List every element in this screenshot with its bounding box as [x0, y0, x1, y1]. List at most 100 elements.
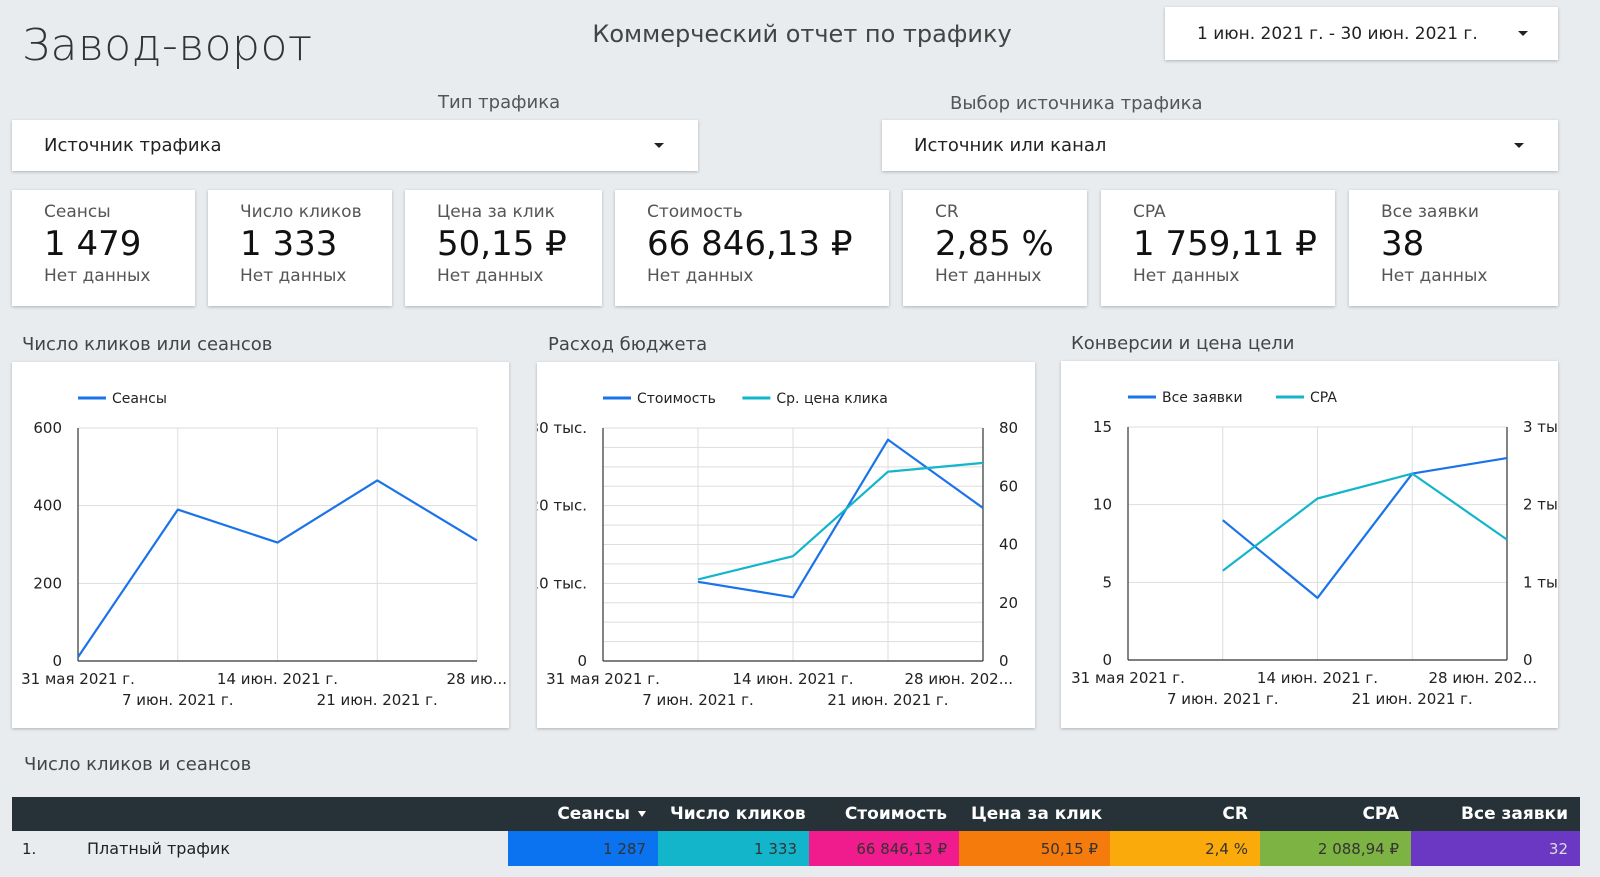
table-cell: 2,4 % — [1110, 831, 1260, 866]
series-line-1 — [1222, 457, 1508, 599]
kpi-all-leads: Все заявки 38 Нет данных — [1349, 190, 1558, 306]
y-tick-label-right: 0 — [999, 652, 1009, 670]
kpi-value: 50,15 ₽ — [437, 224, 567, 264]
kpi-comparison: Нет данных — [935, 266, 1042, 286]
report-title-text: Коммерческий отчет по трафику — [592, 20, 1012, 48]
column-header-cost[interactable]: Стоимость — [809, 797, 959, 831]
y-tick-label: 10 — [1093, 496, 1112, 514]
x-tick-label: 21 июн. 2021 г. — [1352, 690, 1473, 708]
kpi-comparison: Нет данных — [1381, 266, 1488, 286]
kpi-comparison: Нет данных — [44, 266, 151, 286]
sort-desc-icon[interactable] — [638, 811, 646, 817]
chart-title: Расход бюджета — [548, 334, 708, 355]
traffic-source-value: Источник или канал — [914, 135, 1107, 156]
kpi-label: CPA — [1133, 202, 1166, 222]
table-cell: 50,15 ₽ — [959, 831, 1110, 866]
kpi-sessions: Сеансы 1 479 Нет данных — [12, 190, 195, 306]
x-tick-label: 31 мая 2021 г. — [546, 670, 660, 688]
kpi-comparison: Нет данных — [1133, 266, 1240, 286]
kpi-cr: CR 2,85 % Нет данных — [903, 190, 1087, 306]
traffic-source-dropdown[interactable]: Источник или канал — [882, 120, 1558, 171]
kpi-label: Стоимость — [647, 202, 743, 222]
column-header-cr[interactable]: CR — [1110, 797, 1260, 831]
kpi-value: 1 479 — [44, 224, 142, 264]
kpi-label: Число кликов — [240, 202, 362, 222]
y-tick-label: 5 — [1102, 573, 1112, 591]
y-tick-label-right: 1 тыс. — [1523, 573, 1558, 591]
x-tick-label: 14 июн. 2021 г. — [732, 670, 853, 688]
date-range-value: 1 июн. 2021 г. - 30 июн. 2021 г. — [1197, 23, 1478, 44]
column-header-clicks[interactable]: Число кликов — [658, 797, 809, 831]
x-tick-label: 21 июн. 2021 г. — [827, 691, 948, 709]
date-range-picker[interactable]: 1 июн. 2021 г. - 30 июн. 2021 г. — [1165, 7, 1558, 60]
x-tick-label: 28 ию... — [446, 670, 507, 688]
column-header-dimension — [12, 797, 508, 831]
series-line-1 — [697, 438, 984, 599]
chart-clicks-sessions: 600 400 200 031 мая 2021 г. 7 июн. 2021 г. 14… — [21, 391, 507, 709]
traffic-type-dropdown[interactable]: Источник трафика — [12, 120, 698, 171]
kpi-clicks: Число кликов 1 333 Нет данных — [208, 190, 392, 306]
y-tick-label-right: 60 — [999, 477, 1018, 495]
column-header-cpa[interactable]: CPA — [1260, 797, 1411, 831]
brand-title: Завод-ворот — [22, 20, 313, 71]
data-table: Сеансы Число кликов Стоимость Цена за кл… — [12, 797, 1580, 866]
series-line-2 — [697, 461, 984, 581]
y-tick-label-right: 20 — [999, 594, 1018, 612]
column-header-all-leads[interactable]: Все заявки — [1411, 797, 1580, 831]
table-title: Число кликов и сеансов — [24, 754, 252, 775]
table-cell: 2 088,94 ₽ — [1260, 831, 1411, 866]
kpi-cost: Стоимость 66 846,13 ₽ Нет данных — [615, 190, 889, 306]
y-tick-label: 400 — [33, 497, 62, 515]
chevron-down-icon — [1514, 143, 1524, 148]
chevron-down-icon — [654, 143, 664, 148]
y-tick-label: 0 — [1102, 651, 1112, 669]
row-dimension-cell: 1. Платный трафик — [12, 831, 508, 866]
y-tick-label: 20 тыс. — [537, 497, 587, 515]
row-name: Платный трафик — [87, 839, 230, 858]
table-cell: 66 846,13 ₽ — [809, 831, 959, 866]
y-tick-label-right: 0 — [1523, 651, 1533, 669]
y-tick-label-right: 40 — [999, 536, 1018, 554]
kpi-cpa: CPA 1 759,11 ₽ Нет данных — [1101, 190, 1335, 306]
kpi-cpc: Цена за клик 50,15 ₽ Нет данных — [405, 190, 602, 306]
kpi-label: Все заявки — [1381, 202, 1479, 222]
y-tick-label: 600 — [33, 419, 62, 437]
x-tick-label: 7 июн. 2021 г. — [1167, 690, 1279, 708]
row-index: 1. — [22, 840, 37, 858]
x-tick-label: 28 июн. 202... — [904, 670, 1013, 688]
kpi-comparison: Нет данных — [437, 266, 544, 286]
kpi-value: 2,85 % — [935, 224, 1054, 264]
legend-label: Сеансы — [112, 391, 167, 407]
kpi-label: CR — [935, 202, 959, 222]
legend-label: Ср. цена клика — [776, 391, 887, 407]
table-row[interactable]: 1. Платный трафик 1 287 1 333 66 846,13 ₽50,… — [12, 831, 1580, 866]
y-tick-label-right: 80 — [999, 419, 1018, 437]
kpi-label: Сеансы — [44, 202, 111, 222]
traffic-type-value: Источник трафика — [44, 135, 222, 156]
y-tick-label: 0 — [577, 652, 587, 670]
legend-label: Все заявки — [1162, 390, 1243, 406]
column-header-cpc[interactable]: Цена за клик — [959, 797, 1110, 831]
y-tick-label: 30 тыс. — [537, 419, 587, 437]
y-tick-label: 0 — [52, 652, 62, 670]
y-tick-label-right: 3 тыс. — [1523, 418, 1558, 436]
kpi-comparison: Нет данных — [647, 266, 754, 286]
kpi-label: Цена за клик — [437, 202, 555, 222]
chevron-down-icon — [1518, 31, 1528, 36]
traffic-type-label: Тип трафика — [438, 92, 561, 113]
kpi-value: 38 — [1381, 224, 1425, 264]
series-line-2 — [1222, 472, 1508, 572]
x-tick-label: 7 июн. 2021 г. — [642, 691, 754, 709]
x-tick-label: 21 июн. 2021 г. — [317, 691, 438, 709]
x-tick-label: 14 июн. 2021 г. — [1257, 669, 1378, 687]
x-tick-label: 14 июн. 2021 г. — [217, 670, 338, 688]
x-tick-label: 28 июн. 202... — [1428, 669, 1537, 687]
table-cell: 32 — [1411, 831, 1580, 866]
series-line-1 — [77, 479, 478, 658]
x-tick-label: 31 мая 2021 г. — [21, 670, 135, 688]
x-tick-label: 7 июн. 2021 г. — [122, 691, 234, 709]
column-header-sessions[interactable]: Сеансы — [508, 797, 658, 831]
